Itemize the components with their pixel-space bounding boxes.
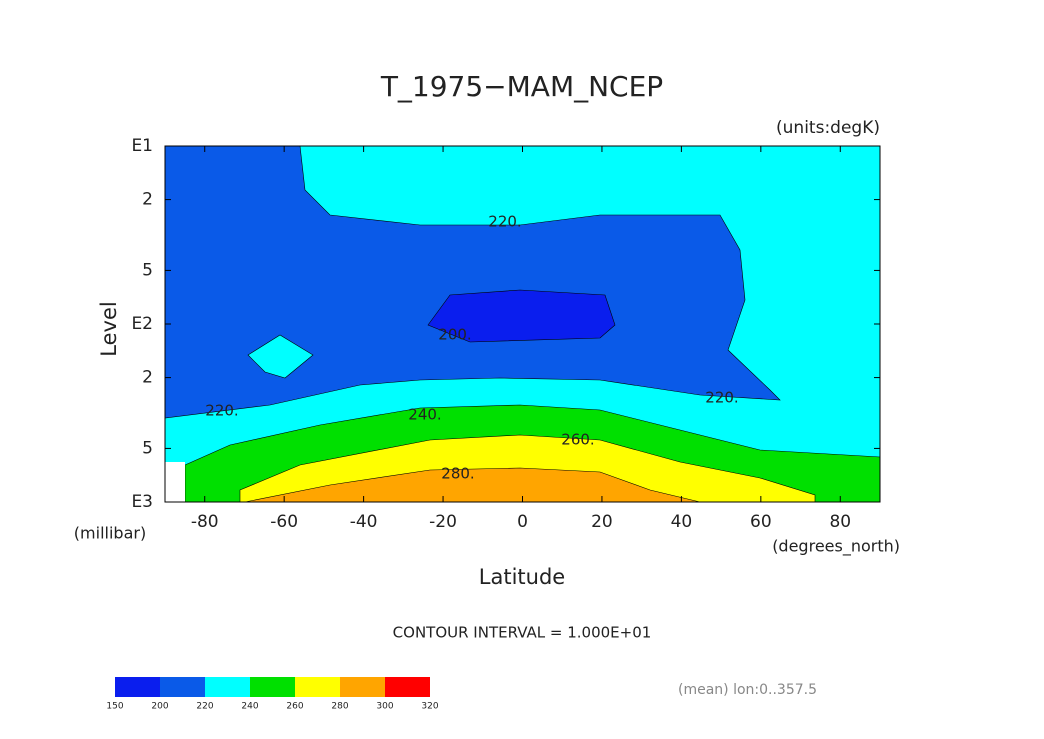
contour-region — [164, 145, 781, 419]
mean-note: (mean) lon:0..357.5 — [678, 682, 817, 698]
y-axis-label: Level — [97, 301, 121, 356]
colorbar-label: 200 — [151, 702, 168, 712]
colorbar-box — [115, 677, 160, 697]
colorbar-label: 150 — [106, 702, 123, 712]
colorbar-label: 240 — [241, 702, 258, 712]
colorbar-label: 220 — [196, 702, 213, 712]
x-tick-label: 60 — [750, 512, 772, 532]
colorbar-label: 300 — [376, 702, 393, 712]
colorbar-box — [205, 677, 250, 697]
chart-title: T_1975−MAM_NCEP — [380, 70, 663, 103]
x-tick-label: -60 — [270, 512, 298, 532]
colorbar-box — [295, 677, 340, 697]
x-tick-label: 80 — [829, 512, 851, 532]
colorbar-label: 260 — [286, 702, 303, 712]
y-tick-label: 2 — [142, 368, 153, 388]
contour-region — [247, 334, 314, 379]
y-tick-label: 5 — [142, 260, 153, 280]
contour-region — [427, 289, 616, 343]
contour-label: 220. — [705, 389, 738, 407]
contour-label: 260. — [561, 431, 594, 449]
x-tick-label: 0 — [517, 512, 528, 532]
colorbar-box — [160, 677, 205, 697]
colorbar-box — [385, 677, 430, 697]
y-units: (millibar) — [74, 524, 146, 543]
y-tick-label: 5 — [142, 438, 153, 458]
colorbar-label: 320 — [421, 702, 438, 712]
y-tick-label: E1 — [131, 136, 153, 156]
x-tick-label: 40 — [671, 512, 693, 532]
colorbar-box — [340, 677, 385, 697]
x-tick-label: -20 — [429, 512, 457, 532]
contour-label: 200. — [438, 326, 471, 344]
x-tick-label: 20 — [591, 512, 613, 532]
colorbar-label: 280 — [331, 702, 348, 712]
x-tick-label: -40 — [350, 512, 378, 532]
y-tick-label: E2 — [131, 314, 153, 334]
y-tick-label: E3 — [131, 492, 153, 512]
contour-interval: CONTOUR INTERVAL = 1.000E+01 — [393, 624, 652, 642]
contour-region — [244, 467, 701, 503]
contour-label: 240. — [408, 406, 441, 424]
colorbar-box — [250, 677, 295, 697]
contour-label: 220. — [488, 213, 521, 231]
x-tick-label: -80 — [191, 512, 219, 532]
contour-label: 220. — [205, 402, 238, 420]
x-units: (degrees_north) — [772, 537, 900, 557]
missing-data — [165, 462, 185, 502]
units-label: (units:degK) — [776, 118, 880, 138]
x-axis-label: Latitude — [479, 565, 565, 589]
contour-label: 280. — [441, 465, 474, 483]
y-tick-label: 2 — [142, 190, 153, 210]
